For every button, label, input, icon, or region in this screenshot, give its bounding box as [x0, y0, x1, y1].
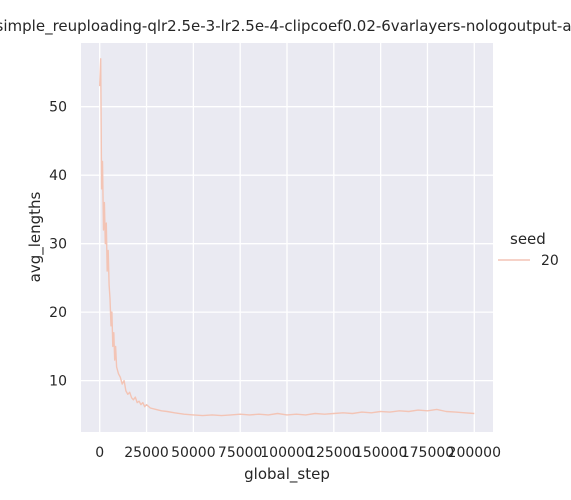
x-axis-label: global_step: [244, 465, 330, 484]
x-tick-label: 100000: [260, 445, 313, 461]
y-tick-label: 30: [49, 237, 67, 253]
grid-lines: [81, 43, 493, 432]
x-tick-label: 25000: [124, 445, 169, 461]
x-tick-label: 0: [95, 445, 104, 461]
legend-title: seed: [510, 230, 546, 248]
y-tick-label: 50: [49, 100, 67, 116]
x-tick-label: 50000: [171, 445, 216, 461]
x-tick-label: 150000: [354, 445, 407, 461]
x-tick-label: 75000: [218, 445, 263, 461]
legend: seed 20: [498, 230, 559, 269]
x-tick-label: 125000: [307, 445, 360, 461]
series-line-20: [99, 58, 475, 417]
legend-entry: 20: [541, 253, 559, 269]
x-tick-labels: 0 25000 50000 75000100000125000150000175000…: [95, 445, 501, 461]
x-tick-label: 175000: [401, 445, 454, 461]
chart-title: -simple_reuploading-qlr2.5e-3-lr2.5e-4-c…: [0, 17, 571, 36]
y-tick-label: 10: [49, 374, 67, 390]
y-tick-label: 40: [49, 168, 67, 184]
series-lines: [99, 58, 475, 417]
y-tick-label: 20: [49, 305, 67, 321]
y-tick-labels: 10 20 30 40 50: [49, 100, 67, 390]
x-tick-label: 200000: [448, 445, 501, 461]
y-axis-label: avg_lengths: [26, 191, 45, 282]
